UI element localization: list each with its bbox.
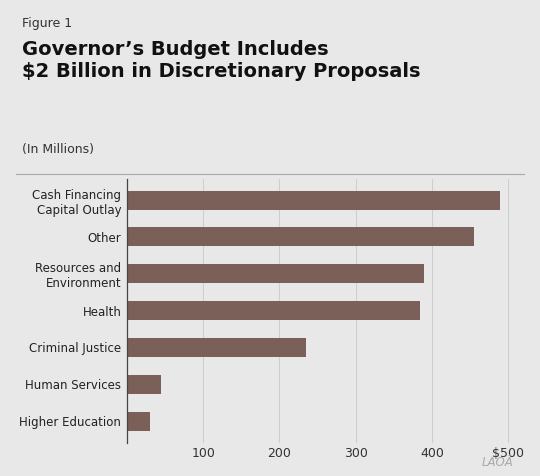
Bar <box>127 412 150 431</box>
Bar <box>127 264 424 283</box>
Bar <box>127 190 501 209</box>
Text: Figure 1: Figure 1 <box>22 17 72 30</box>
Bar <box>127 301 421 320</box>
Bar <box>127 338 306 357</box>
Text: LAOÂ: LAOÂ <box>481 456 513 469</box>
Text: Governor’s Budget Includes
$2 Billion in Discretionary Proposals: Governor’s Budget Includes $2 Billion in… <box>22 40 420 81</box>
Bar <box>127 375 161 394</box>
Text: (In Millions): (In Millions) <box>22 143 93 156</box>
Bar <box>127 228 474 247</box>
